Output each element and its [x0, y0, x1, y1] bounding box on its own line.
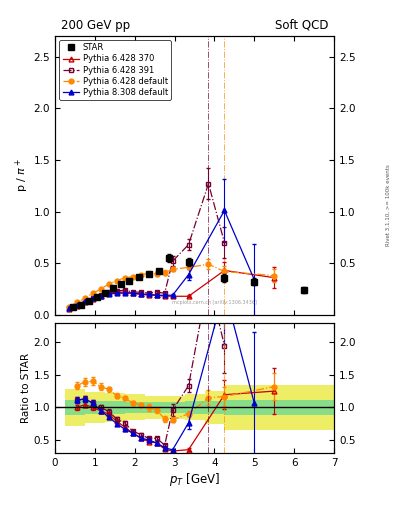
Legend: STAR, Pythia 6.428 370, Pythia 6.428 391, Pythia 6.428 default, Pythia 8.308 def: STAR, Pythia 6.428 370, Pythia 6.428 391… [59, 40, 171, 100]
Text: mcplots.cern.ch [arXiv:1306.3436]: mcplots.cern.ch [arXiv:1306.3436] [172, 300, 257, 305]
Y-axis label: Ratio to STAR: Ratio to STAR [21, 353, 31, 423]
Text: Soft QCD: Soft QCD [275, 18, 329, 32]
Text: 200 GeV pp: 200 GeV pp [61, 18, 130, 32]
X-axis label: $p_T$ [GeV]: $p_T$ [GeV] [169, 471, 220, 488]
Y-axis label: p / $\pi^+$: p / $\pi^+$ [13, 158, 31, 193]
Text: Rivet 3.1.10, >= 100k events: Rivet 3.1.10, >= 100k events [386, 164, 391, 246]
